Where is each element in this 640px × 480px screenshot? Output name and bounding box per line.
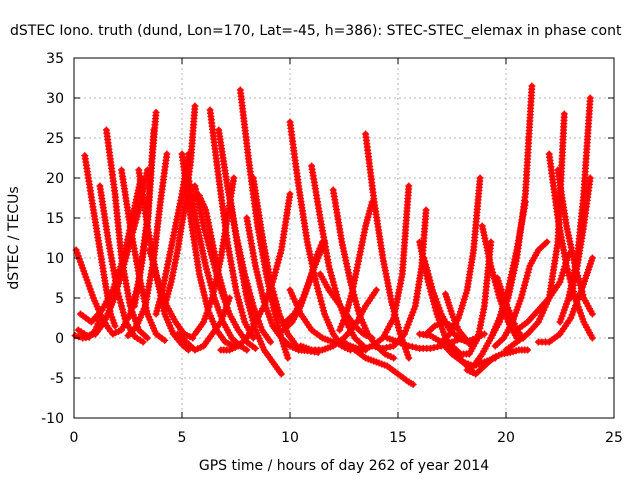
series-markers — [217, 190, 294, 354]
data-series — [297, 286, 380, 354]
data-series — [152, 150, 192, 318]
y-axis-label: dSTEC / TECUs — [6, 186, 22, 289]
data-series — [76, 174, 145, 326]
series-line — [488, 83, 535, 341]
plot-frame — [73, 57, 615, 419]
data-series — [437, 174, 484, 346]
series-markers — [437, 174, 484, 346]
x-tick-label: 5 — [178, 430, 187, 446]
y-tick-label: 20 — [46, 171, 64, 187]
x-tick-label: 10 — [281, 430, 299, 446]
data-series — [282, 238, 329, 326]
data-series — [217, 190, 294, 354]
data-series — [567, 174, 594, 302]
x-tick-label: 20 — [497, 430, 515, 446]
y-tick-label: 15 — [46, 211, 64, 227]
y-tick-label: 35 — [46, 51, 64, 67]
data-series — [226, 190, 285, 378]
x-tick-label: 15 — [389, 430, 407, 446]
series-markers — [534, 254, 596, 346]
series-markers — [286, 118, 354, 354]
axis-ticks: 0 5 10 15 20 25 -10 -5 0 5 10 15 20 25 30 35 — [41, 51, 623, 446]
series-markers — [336, 198, 376, 334]
series-markers — [249, 174, 300, 350]
data-series — [161, 102, 199, 310]
x-axis-label: GPS time / hours of day 262 of year 2014 — [199, 458, 489, 474]
series-markers — [282, 238, 329, 326]
data-series — [81, 152, 119, 330]
plot-area — [71, 82, 596, 388]
y-tick-label: 5 — [55, 291, 64, 307]
series-markers — [76, 174, 145, 326]
y-tick-label: 30 — [46, 91, 64, 107]
data-series — [487, 82, 536, 342]
y-tick-label: -10 — [41, 411, 64, 427]
y-tick-label: 0 — [55, 331, 64, 347]
data-series — [534, 254, 596, 346]
data-series — [336, 198, 376, 334]
x-tick-label: 25 — [605, 430, 623, 446]
data-series — [72, 246, 117, 338]
chart-title: dSTEC Iono. truth (dund, Lon=170, Lat=-4… — [10, 23, 622, 39]
y-tick-label: 25 — [46, 131, 64, 147]
series-markers — [487, 82, 536, 342]
data-series — [346, 182, 413, 354]
series-markers — [174, 294, 234, 354]
y-tick-label: 10 — [46, 251, 64, 267]
data-series — [174, 294, 234, 354]
data-series — [448, 238, 495, 358]
data-series — [243, 214, 322, 356]
data-series — [206, 106, 257, 342]
series-markers — [491, 238, 551, 350]
data-series — [422, 318, 456, 338]
y-tick-label: -5 — [50, 371, 64, 387]
series-markers — [243, 214, 322, 356]
series-markers — [346, 182, 413, 354]
series-markers — [463, 346, 532, 378]
series-markers — [297, 286, 380, 354]
series-markers — [567, 174, 594, 302]
data-series — [249, 174, 300, 350]
x-tick-label: 0 — [70, 430, 79, 446]
data-series — [416, 330, 499, 370]
series-markers — [191, 174, 238, 338]
data-series — [491, 238, 551, 350]
series-markers — [206, 106, 257, 342]
series-markers — [72, 246, 117, 338]
data-series — [191, 174, 238, 338]
data-series — [463, 346, 532, 378]
